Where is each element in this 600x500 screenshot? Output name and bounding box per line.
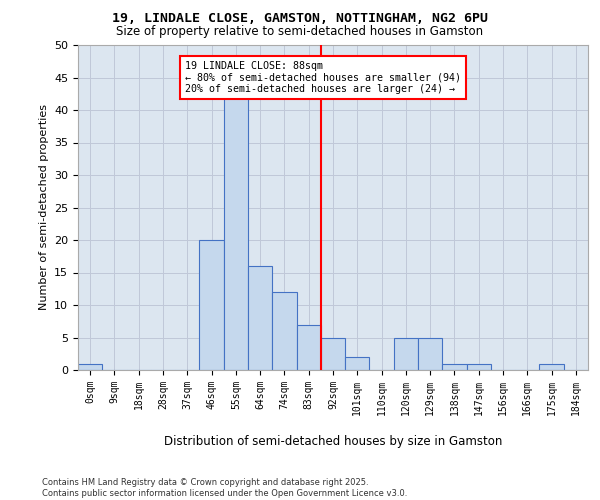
- Bar: [296, 324, 321, 370]
- Bar: [272, 292, 296, 370]
- Bar: [467, 364, 491, 370]
- Bar: [345, 357, 370, 370]
- Bar: [224, 97, 248, 370]
- Text: Distribution of semi-detached houses by size in Gamston: Distribution of semi-detached houses by …: [164, 435, 502, 448]
- Text: Size of property relative to semi-detached houses in Gamston: Size of property relative to semi-detach…: [116, 25, 484, 38]
- Bar: [418, 338, 442, 370]
- Bar: [199, 240, 224, 370]
- Bar: [442, 364, 467, 370]
- Text: 19, LINDALE CLOSE, GAMSTON, NOTTINGHAM, NG2 6PU: 19, LINDALE CLOSE, GAMSTON, NOTTINGHAM, …: [112, 12, 488, 26]
- Text: Contains HM Land Registry data © Crown copyright and database right 2025.
Contai: Contains HM Land Registry data © Crown c…: [42, 478, 407, 498]
- Bar: [394, 338, 418, 370]
- Y-axis label: Number of semi-detached properties: Number of semi-detached properties: [38, 104, 49, 310]
- Bar: [248, 266, 272, 370]
- Text: 19 LINDALE CLOSE: 88sqm
← 80% of semi-detached houses are smaller (94)
20% of se: 19 LINDALE CLOSE: 88sqm ← 80% of semi-de…: [185, 61, 461, 94]
- Bar: [539, 364, 564, 370]
- Bar: [321, 338, 345, 370]
- Bar: [78, 364, 102, 370]
